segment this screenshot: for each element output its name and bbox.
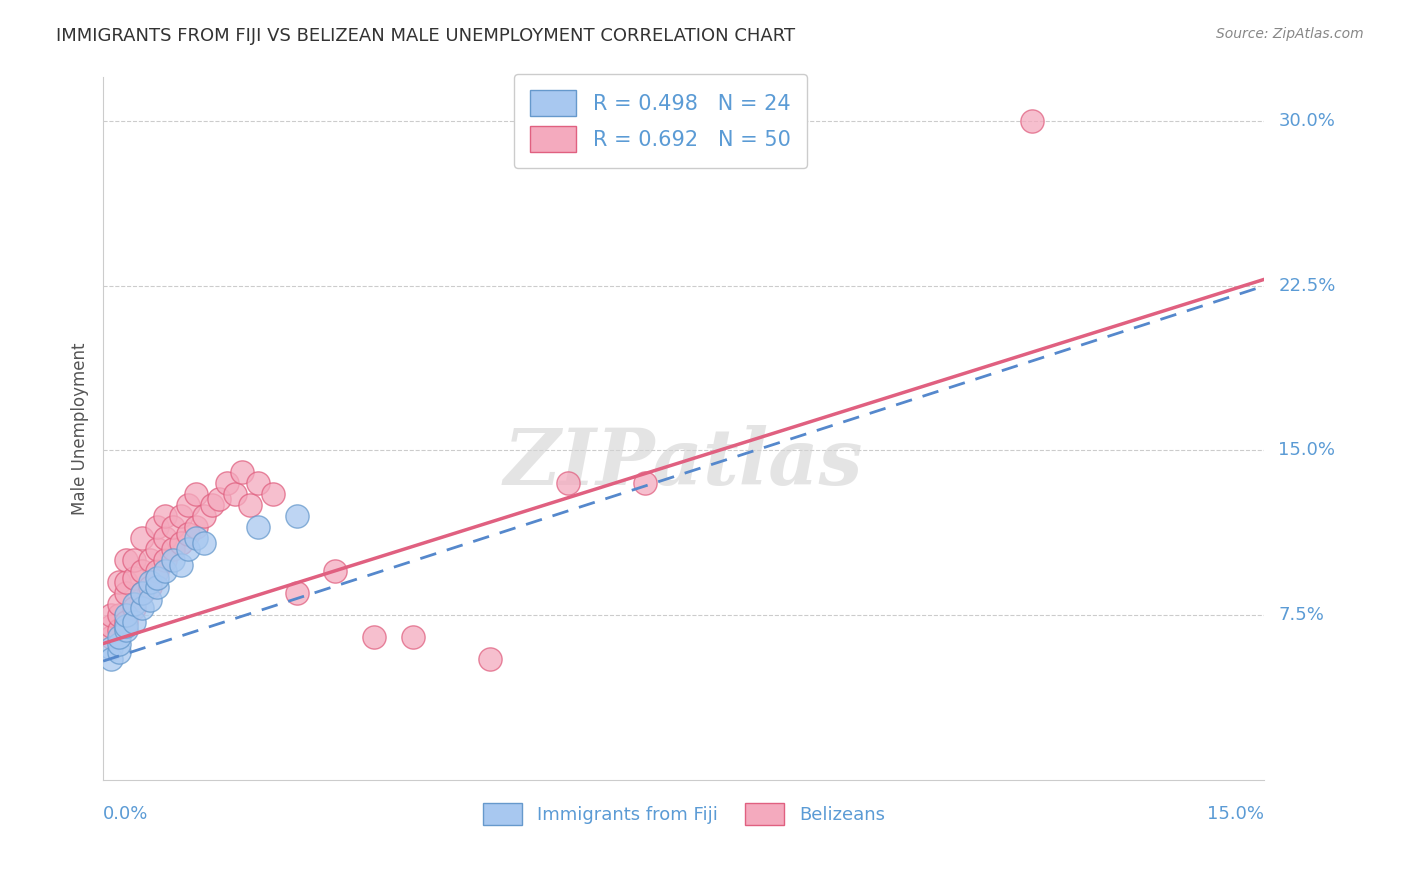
- Point: [100, 619, 122, 633]
- Point: [122, 597, 145, 611]
- Point: [146, 542, 169, 557]
- Point: [122, 601, 145, 615]
- Point: [193, 509, 215, 524]
- Text: 15.0%: 15.0%: [1278, 442, 1336, 459]
- Point: [177, 542, 200, 557]
- Point: [153, 553, 176, 567]
- Point: [153, 531, 176, 545]
- Point: [115, 615, 138, 629]
- Point: [146, 571, 169, 585]
- Point: [115, 553, 138, 567]
- Point: [131, 531, 153, 545]
- Point: [169, 558, 191, 572]
- Point: [169, 509, 191, 524]
- Text: Source: ZipAtlas.com: Source: ZipAtlas.com: [1216, 27, 1364, 41]
- Point: [224, 487, 246, 501]
- Point: [153, 564, 176, 578]
- Text: 15.0%: 15.0%: [1208, 805, 1264, 822]
- Point: [107, 575, 129, 590]
- Point: [107, 645, 129, 659]
- Point: [285, 509, 308, 524]
- Point: [122, 553, 145, 567]
- Point: [162, 553, 184, 567]
- Point: [115, 575, 138, 590]
- Point: [115, 608, 138, 623]
- Point: [107, 597, 129, 611]
- Point: [193, 535, 215, 549]
- Point: [402, 630, 425, 644]
- Point: [122, 571, 145, 585]
- Text: 0.0%: 0.0%: [103, 805, 149, 822]
- Point: [177, 526, 200, 541]
- Point: [162, 542, 184, 557]
- Point: [138, 580, 160, 594]
- Point: [239, 499, 262, 513]
- Point: [115, 619, 138, 633]
- Point: [215, 476, 238, 491]
- Text: IMMIGRANTS FROM FIJI VS BELIZEAN MALE UNEMPLOYMENT CORRELATION CHART: IMMIGRANTS FROM FIJI VS BELIZEAN MALE UN…: [56, 27, 796, 45]
- Point: [100, 630, 122, 644]
- Point: [138, 592, 160, 607]
- Point: [557, 476, 579, 491]
- Point: [100, 608, 122, 623]
- Point: [131, 586, 153, 600]
- Point: [184, 520, 207, 534]
- Point: [634, 476, 657, 491]
- Point: [107, 624, 129, 638]
- Point: [100, 652, 122, 666]
- Point: [131, 601, 153, 615]
- Text: ZIPatlas: ZIPatlas: [503, 425, 863, 502]
- Point: [169, 535, 191, 549]
- Point: [262, 487, 284, 501]
- Point: [107, 608, 129, 623]
- Point: [184, 531, 207, 545]
- Point: [479, 652, 502, 666]
- Point: [246, 476, 269, 491]
- Point: [138, 575, 160, 590]
- Point: [131, 564, 153, 578]
- Text: 30.0%: 30.0%: [1278, 112, 1336, 130]
- Point: [162, 520, 184, 534]
- Point: [184, 487, 207, 501]
- Point: [122, 615, 145, 629]
- Point: [100, 640, 122, 655]
- Y-axis label: Male Unemployment: Male Unemployment: [72, 343, 89, 515]
- Legend: Immigrants from Fiji, Belizeans: Immigrants from Fiji, Belizeans: [474, 794, 894, 834]
- Point: [177, 499, 200, 513]
- Point: [246, 520, 269, 534]
- Point: [146, 520, 169, 534]
- Point: [285, 586, 308, 600]
- Point: [325, 564, 347, 578]
- Text: 7.5%: 7.5%: [1278, 606, 1324, 624]
- Point: [115, 586, 138, 600]
- Point: [146, 564, 169, 578]
- Point: [231, 466, 253, 480]
- Point: [107, 636, 129, 650]
- Point: [138, 553, 160, 567]
- Point: [153, 509, 176, 524]
- Point: [208, 491, 231, 506]
- Point: [1021, 114, 1043, 128]
- Point: [363, 630, 385, 644]
- Text: 22.5%: 22.5%: [1278, 277, 1336, 295]
- Point: [107, 630, 129, 644]
- Point: [115, 624, 138, 638]
- Point: [131, 586, 153, 600]
- Point: [146, 580, 169, 594]
- Point: [200, 499, 222, 513]
